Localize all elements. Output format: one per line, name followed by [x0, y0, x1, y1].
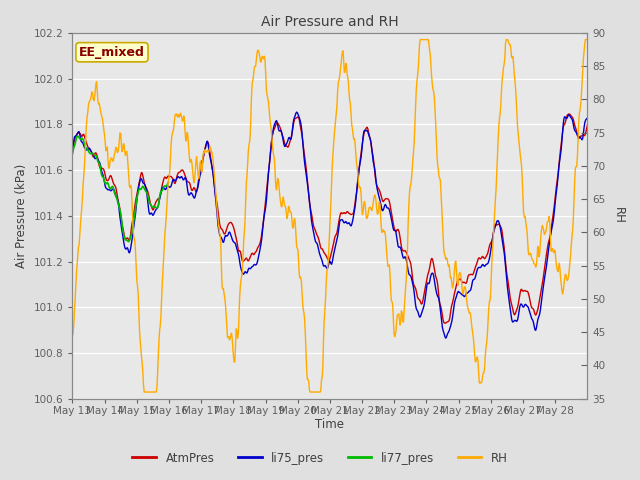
- Text: EE_mixed: EE_mixed: [79, 46, 145, 59]
- Title: Air Pressure and RH: Air Pressure and RH: [261, 15, 399, 29]
- Legend: AtmPres, li75_pres, li77_pres, RH: AtmPres, li75_pres, li77_pres, RH: [128, 447, 512, 469]
- Y-axis label: Air Pressure (kPa): Air Pressure (kPa): [15, 164, 28, 268]
- Y-axis label: RH: RH: [612, 207, 625, 224]
- X-axis label: Time: Time: [316, 419, 344, 432]
